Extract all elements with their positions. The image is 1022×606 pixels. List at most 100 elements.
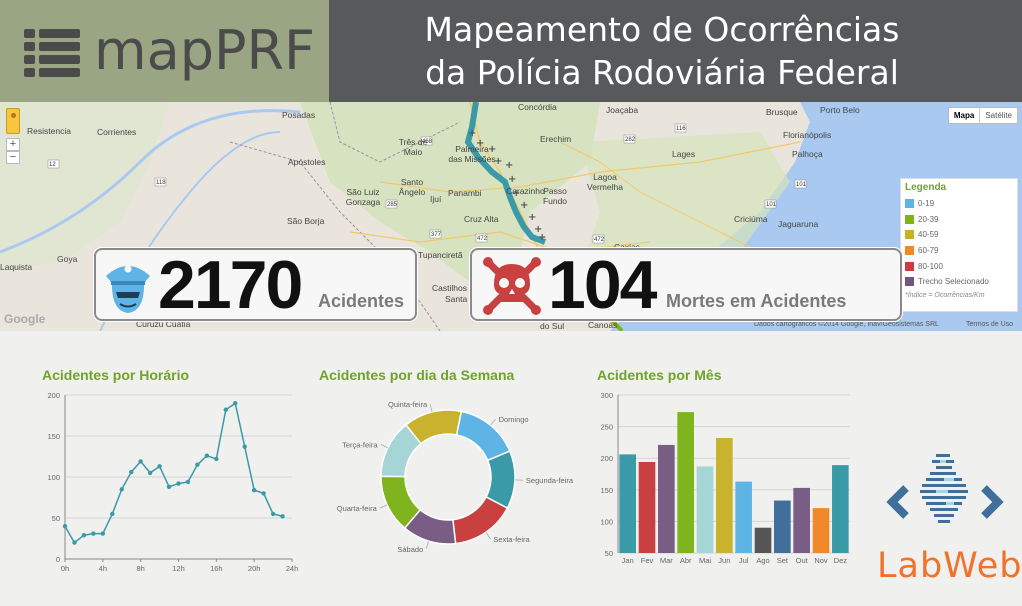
logo-text: mapPRF [94,19,316,82]
map-place: Porto Belo [820,105,860,115]
accidents-stat-box: 2170 Acidentes [94,247,417,323]
map[interactable]: +++ +++ +++ ++ 468 116 472 285 377 287 4… [0,102,1022,331]
skull-crossbones-icon [483,257,541,315]
page-title-line1: Mapeamento de Ocorrências [424,10,900,49]
weekday-donut-chart: Domingo Segunda-feira Sexta-feira Sábado Qua… [337,400,574,554]
bar [716,437,733,553]
map-place: Castilhos [432,283,467,293]
data-point [242,444,247,449]
map-place: Cruz Alta [464,214,499,224]
map-place: Apóstoles [288,157,326,167]
donut-slice [404,409,463,445]
slice-label: Quarta-feira [337,504,378,513]
slice-label-connector [425,541,429,549]
y-tick-label: 300 [600,391,613,400]
bar [735,481,752,553]
legend-item: 20-39 [905,212,1013,228]
data-point [110,511,115,517]
page-title: Mapeamento de Ocorrências da Polícia Rod… [382,8,942,94]
slice-label: Sábado [397,545,423,554]
svg-text:+: + [476,138,484,149]
map-place: Criciúma [734,214,768,224]
map-controls: + − [6,108,20,164]
hour-line-chart: 0 50 100 150 200 0h 4h 8h 12h 16h 20h 24h [47,391,298,573]
map-place: Jaguaruna [778,219,819,229]
legend-footnote: *Índice = Ocorrências/Km [905,291,985,299]
y-tick-label: 50 [52,514,60,523]
map-place: Concórdia [518,102,557,112]
month-bar-chart: 50 100 150 200 250 300 Jan Fev Mar Abr Mai Jun Jul Ag… [600,391,850,565]
slice-label: Domingo [499,415,529,424]
data-point [62,524,68,529]
page-title-line2: da Polícia Rodoviária Federal [425,53,899,92]
map-place: Erechim [540,134,572,144]
legend-swatch [905,261,914,271]
svg-text:118: 118 [156,180,166,186]
x-tick-label: Dez [834,556,848,565]
svg-text:+: + [520,200,528,211]
zoom-out-button[interactable]: − [6,151,20,164]
legend-item: 60-79 [905,243,1013,259]
bar [619,454,636,553]
bar [696,466,714,553]
legend-item: 80-100 [905,258,1013,274]
data-point [185,479,191,485]
legend-label: 20-39 [918,214,939,224]
street-view-pegman-icon[interactable] [6,108,20,134]
data-point [100,531,106,536]
map-place: Corrientes [97,127,137,137]
data-point [251,487,257,493]
data-point [129,469,134,475]
map-place: Panambi [448,188,482,198]
bar [793,487,810,553]
svg-text:472: 472 [477,236,488,242]
x-tick-label: 16h [210,564,223,573]
svg-text:101: 101 [766,202,777,208]
legend-title: Legenda [905,182,947,193]
bar [638,461,656,553]
data-point [157,464,162,469]
x-tick-label: 20h [248,564,261,573]
logo[interactable]: mapPRF [0,0,329,102]
x-tick-label: Jan [622,556,634,565]
svg-text:116: 116 [676,126,686,132]
deaths-count: 104 [548,247,657,323]
map-type-map-button[interactable]: Mapa [949,108,981,123]
map-place: Palmeira das Missões [448,144,496,164]
y-tick-label: 0 [56,555,60,564]
map-place: Carazinho [506,186,545,196]
legend-swatch [905,214,914,224]
data-point [91,531,96,536]
x-tick-label: Abr [680,556,692,565]
y-tick-label: 150 [47,432,60,441]
zoom-in-button[interactable]: + [6,138,20,151]
data-point [166,484,172,490]
map-terms-link[interactable]: Termos de Uso [966,321,1014,328]
bar [754,527,772,553]
map-place: Curuzú Cuatiá [136,319,191,329]
data-point [81,533,87,538]
svg-text:+: + [508,174,516,185]
svg-text:+: + [538,232,546,243]
legend-item: Trecho Selecionado [905,274,1013,290]
slice-label-connector [429,404,433,413]
map-place: Lages [672,149,696,159]
slice-label: Quinta-feira [388,400,428,409]
map-place: Palhoça [792,149,823,159]
deaths-label: Mortes em Acidentes [666,291,847,311]
data-point [195,462,200,467]
legend-label: 60-79 [918,246,939,256]
svg-text:285: 285 [387,202,398,208]
slice-label-connector [379,504,388,509]
svg-text:282: 282 [625,137,636,143]
slice-label: Terça-feira [342,440,378,449]
y-tick-label: 200 [47,391,60,400]
map-place: Canoas [588,320,618,330]
legend-item: 40-59 [905,227,1013,243]
map-type-satellite-button[interactable]: Satélite [985,111,1012,120]
y-tick-label: 250 [600,423,613,432]
map-place: Goya [57,254,78,264]
legend-swatch [905,246,914,256]
slice-label-connector [485,532,491,540]
x-tick-label: 12h [172,564,185,573]
